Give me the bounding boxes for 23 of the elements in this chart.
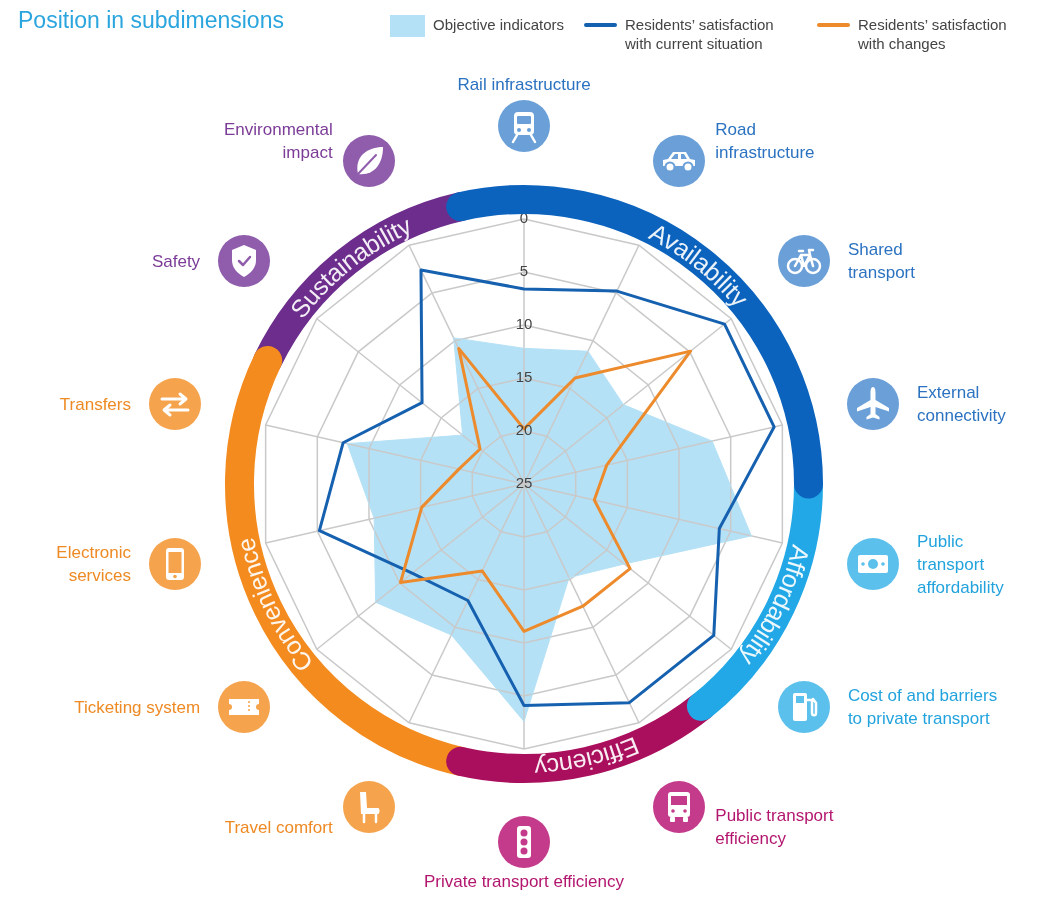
spoke-label: Private transport efficiency (424, 871, 624, 893)
y-tick-label: 5 (519, 262, 529, 280)
legend-label: Objective indicators (433, 15, 564, 34)
legend-label: Residents’ satisfaction with changes (858, 15, 1008, 53)
y-tick-label: 20 (515, 421, 533, 439)
spoke-label: Public transport affordability (917, 530, 1005, 599)
spoke-label: Transfers (59, 393, 131, 416)
y-tick-label: 25 (515, 474, 533, 492)
spoke-label: Rail infrastructure (457, 74, 591, 96)
y-tick-label: 10 (515, 315, 533, 333)
spoke-label: External connectivity (917, 382, 1007, 428)
spoke-label: Road infrastructure (715, 119, 816, 165)
spoke-label: Safety (151, 250, 201, 273)
spoke-label: Travel comfort (224, 816, 333, 839)
y-tick-label: 15 (515, 368, 533, 386)
chart-title: Position in subdimensions (18, 7, 284, 34)
spoke-label: Electronic services (55, 541, 131, 587)
spoke-label: Shared transport (847, 238, 916, 284)
spoke-label: Public transport efficiency (715, 804, 835, 850)
spoke-label: Ticketing system (74, 696, 201, 719)
spoke-label: Environmental impact (223, 119, 333, 165)
legend-label: Residents’ satisfaction with current situation (625, 15, 775, 53)
spoke-label: Cost of and barriers to private transport (847, 685, 999, 731)
